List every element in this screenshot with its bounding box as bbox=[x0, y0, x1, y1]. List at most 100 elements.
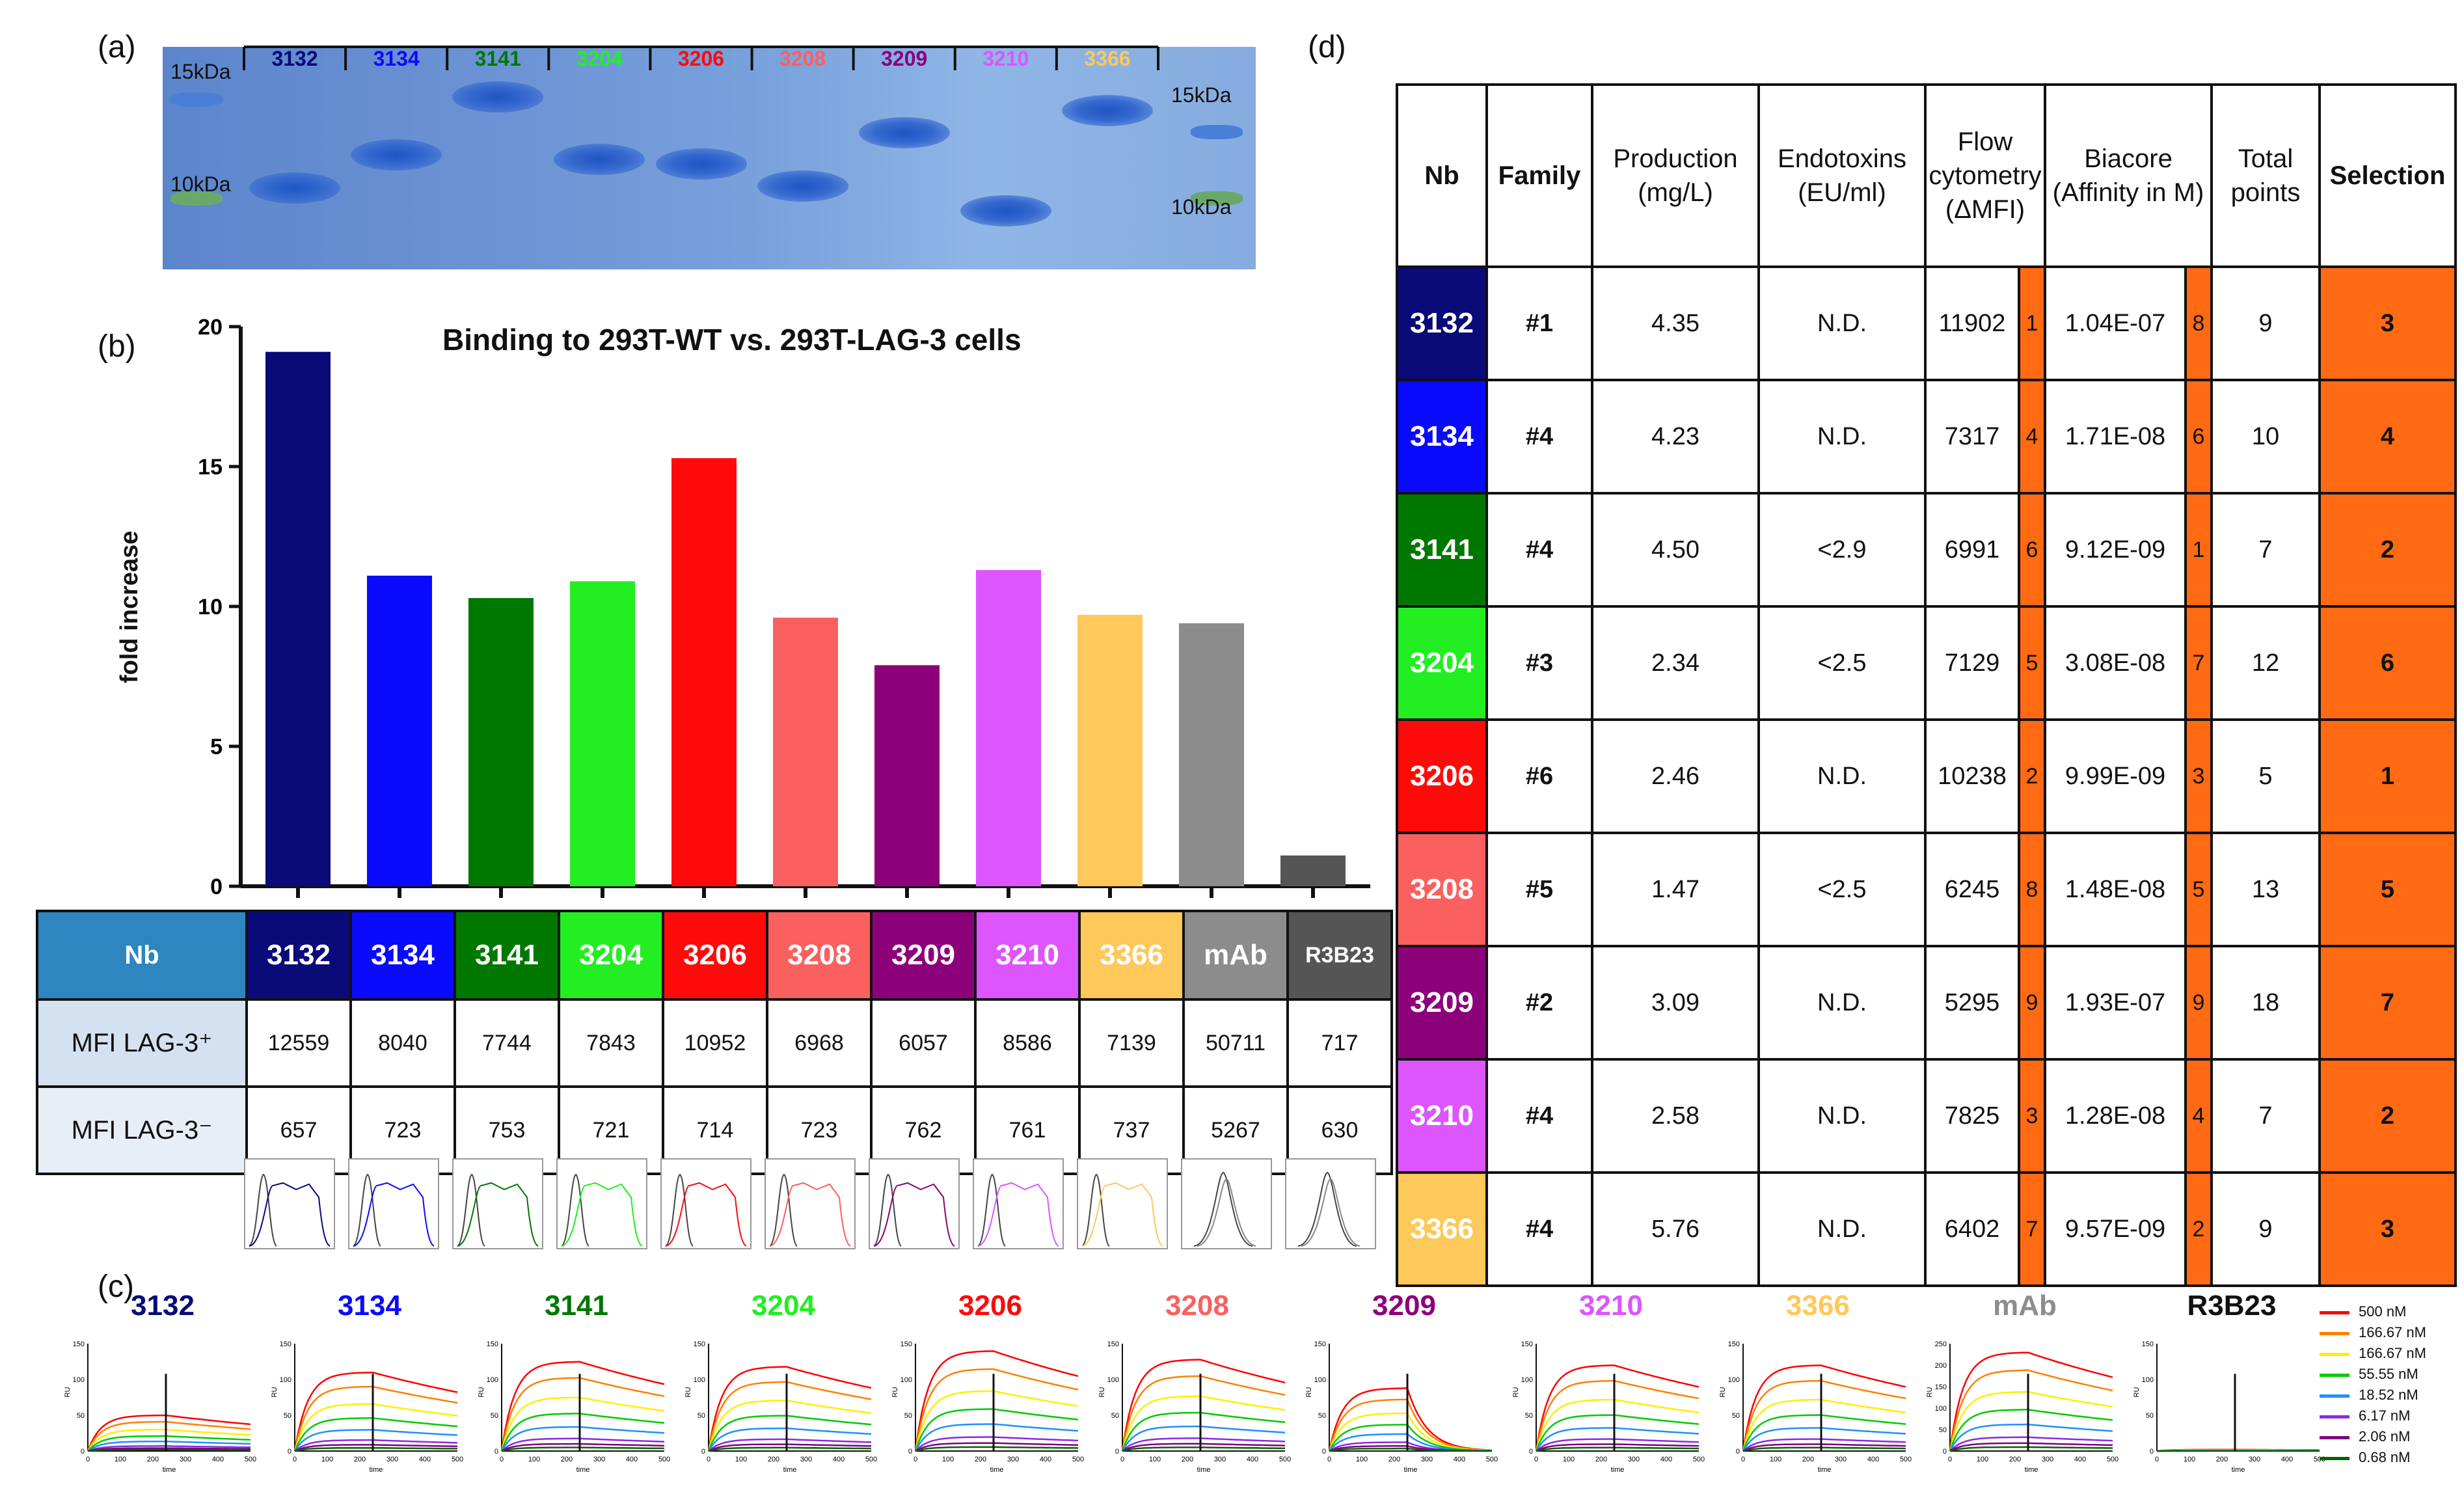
selection-cell-points: 12 bbox=[2210, 605, 2321, 721]
kinetics-title: mAb bbox=[1993, 1290, 2057, 1322]
svg-text:0: 0 bbox=[701, 1448, 705, 1456]
svg-text:200: 200 bbox=[768, 1456, 779, 1463]
svg-text:0: 0 bbox=[914, 1456, 917, 1463]
selection-row: 3208 #5 1.47 <2.5 6245 8 1.48E-08 5 13 5 bbox=[1396, 832, 2457, 947]
svg-text:0: 0 bbox=[1322, 1448, 1326, 1456]
selection-cell-production: 1.47 bbox=[1591, 832, 1760, 947]
selection-table-header: Nb Family Production (mg/L) Endotoxins (EU/… bbox=[1396, 83, 2457, 268]
panel-label-b: (b) bbox=[98, 329, 136, 364]
svg-text:50: 50 bbox=[1525, 1412, 1533, 1420]
kinetics-title: 3210 bbox=[1579, 1290, 1643, 1322]
gel-lane-label: 3210 bbox=[982, 47, 1029, 70]
selection-cell-selection: 7 bbox=[2318, 945, 2457, 1061]
selection-cell-biacore-rank: 1 bbox=[2184, 492, 2213, 608]
svg-text:100: 100 bbox=[942, 1456, 954, 1463]
svg-text:300: 300 bbox=[1628, 1456, 1640, 1463]
kinetics-plot: 0 50 100 150 200 250 0 100 200 300 400 500 RU time bbox=[1926, 1340, 2119, 1474]
selection-row: 3209 #2 3.09 N.D. 5295 9 1.93E-07 9 18 7 bbox=[1396, 945, 2457, 1061]
mfi-table-header: Nb 3132 3134 3141 3204 3206 3208 3209 3210 3366 mA… bbox=[36, 910, 1393, 1001]
selection-cell-points: 9 bbox=[2210, 265, 2321, 381]
selection-cell-family: #4 bbox=[1485, 1058, 1593, 1174]
kinetics-plot: 0 50 100 150 0 100 200 300 400 500 RU time bbox=[1512, 1340, 1705, 1474]
selection-cell-selection: 3 bbox=[2318, 1171, 2457, 1287]
selection-cell-flow: 6402 bbox=[1924, 1171, 2020, 1287]
svg-text:100: 100 bbox=[1521, 1376, 1533, 1384]
svg-text:300: 300 bbox=[1835, 1456, 1847, 1463]
mfi-header-cell: 3132 bbox=[245, 910, 352, 1001]
flow-histogram bbox=[556, 1158, 647, 1249]
selection-cell-endotoxins: <2.9 bbox=[1757, 492, 1927, 608]
flow-histogram bbox=[1285, 1158, 1376, 1249]
mfi-row-label: MFI LAG-3⁺ bbox=[36, 998, 248, 1088]
svg-text:100: 100 bbox=[73, 1376, 85, 1384]
selection-cell-nb: 3141 bbox=[1396, 492, 1488, 608]
mfi-cell: 7843 bbox=[558, 998, 664, 1088]
svg-text:0: 0 bbox=[494, 1448, 498, 1456]
gel-band bbox=[351, 139, 442, 171]
svg-text:100: 100 bbox=[1728, 1376, 1740, 1384]
svg-text:200: 200 bbox=[1935, 1362, 1947, 1370]
svg-text:0: 0 bbox=[1327, 1456, 1331, 1463]
svg-text:100: 100 bbox=[487, 1376, 498, 1384]
mfi-header-cell: 3204 bbox=[558, 910, 664, 1001]
selection-row: 3210 #4 2.58 N.D. 7825 3 1.28E-08 4 7 2 bbox=[1396, 1058, 2457, 1174]
kinetics-legend: 500 nM 166.67 nM 166.67 nM 55.55 nM 18.52 nM… bbox=[2320, 1301, 2426, 1468]
legend-item: 166.67 nM bbox=[2320, 1343, 2426, 1364]
mfi-table-row-pos: MFI LAG-3⁺ 12559 8040 7744 7843 10952 6968 6057… bbox=[36, 998, 1393, 1088]
svg-text:time: time bbox=[163, 1466, 176, 1474]
selection-cell-family: #1 bbox=[1485, 265, 1593, 381]
mfi-table: Nb 3132 3134 3141 3204 3206 3208 3209 3210 3366 mA… bbox=[36, 910, 1393, 1175]
kinetics-title: 3132 bbox=[131, 1290, 195, 1322]
gel-lane-label: 3206 bbox=[677, 47, 725, 70]
mfi-cell: 7744 bbox=[454, 998, 560, 1088]
gel-band bbox=[554, 144, 645, 175]
kinetics-title: 3366 bbox=[1786, 1290, 1850, 1322]
legend-item: 55.55 nM bbox=[2320, 1364, 2426, 1385]
svg-text:500: 500 bbox=[245, 1456, 256, 1463]
selection-row: 3206 #6 2.46 N.D. 10238 2 9.99E-09 3 5 1 bbox=[1396, 718, 2457, 834]
svg-text:500: 500 bbox=[1072, 1456, 1084, 1463]
svg-text:0: 0 bbox=[2150, 1448, 2154, 1456]
bar-3132 bbox=[265, 351, 331, 886]
gel-band bbox=[655, 148, 747, 180]
panel-label-d: (d) bbox=[1308, 30, 1346, 64]
svg-text:500: 500 bbox=[1900, 1456, 1912, 1463]
svg-text:100: 100 bbox=[280, 1376, 291, 1384]
selection-cell-biacore: 1.48E-08 bbox=[2044, 832, 2187, 947]
mfi-header-cell: 3206 bbox=[662, 910, 768, 1001]
svg-text:50: 50 bbox=[1732, 1412, 1740, 1420]
selection-cell-biacore: 9.12E-09 bbox=[2044, 492, 2187, 608]
gel-image bbox=[163, 47, 1256, 269]
svg-text:100: 100 bbox=[2184, 1456, 2195, 1463]
bar-mAb bbox=[1179, 623, 1244, 886]
selection-cell-nb: 3134 bbox=[1396, 379, 1488, 495]
svg-text:RU: RU bbox=[1098, 1387, 1106, 1398]
kinetics-plot: 0 50 100 150 0 100 200 300 400 500 RU time bbox=[1305, 1340, 1498, 1474]
selection-cell-production: 4.35 bbox=[1591, 265, 1760, 381]
svg-text:100: 100 bbox=[1314, 1376, 1326, 1384]
bar-R3B23 bbox=[1280, 855, 1346, 886]
mfi-cell: 8040 bbox=[349, 998, 456, 1088]
selection-cell-selection: 4 bbox=[2318, 379, 2457, 495]
selection-cell-points: 7 bbox=[2210, 492, 2321, 608]
y-tick-label: 5 bbox=[210, 735, 223, 759]
gel-lane-label: 3209 bbox=[881, 47, 928, 70]
mfi-cell: 7139 bbox=[1078, 998, 1185, 1088]
svg-text:100: 100 bbox=[1356, 1456, 1368, 1463]
gel-band bbox=[1061, 94, 1153, 126]
svg-text:50: 50 bbox=[1111, 1412, 1119, 1420]
svg-text:500: 500 bbox=[865, 1456, 877, 1463]
selection-cell-selection: 5 bbox=[2318, 832, 2457, 947]
svg-text:time: time bbox=[2025, 1466, 2038, 1474]
selection-cell-selection: 2 bbox=[2318, 492, 2457, 608]
svg-text:100: 100 bbox=[1149, 1456, 1161, 1463]
selection-cell-biacore-rank: 7 bbox=[2184, 605, 2213, 721]
svg-text:50: 50 bbox=[904, 1412, 912, 1420]
svg-text:0: 0 bbox=[1736, 1448, 1740, 1456]
selection-cell-selection: 2 bbox=[2318, 1058, 2457, 1174]
svg-text:300: 300 bbox=[800, 1456, 812, 1463]
selection-cell-flow-rank: 2 bbox=[2018, 718, 2046, 834]
svg-text:100: 100 bbox=[1977, 1456, 1988, 1463]
selection-cell-family: #4 bbox=[1485, 492, 1593, 608]
svg-text:time: time bbox=[1611, 1466, 1625, 1474]
